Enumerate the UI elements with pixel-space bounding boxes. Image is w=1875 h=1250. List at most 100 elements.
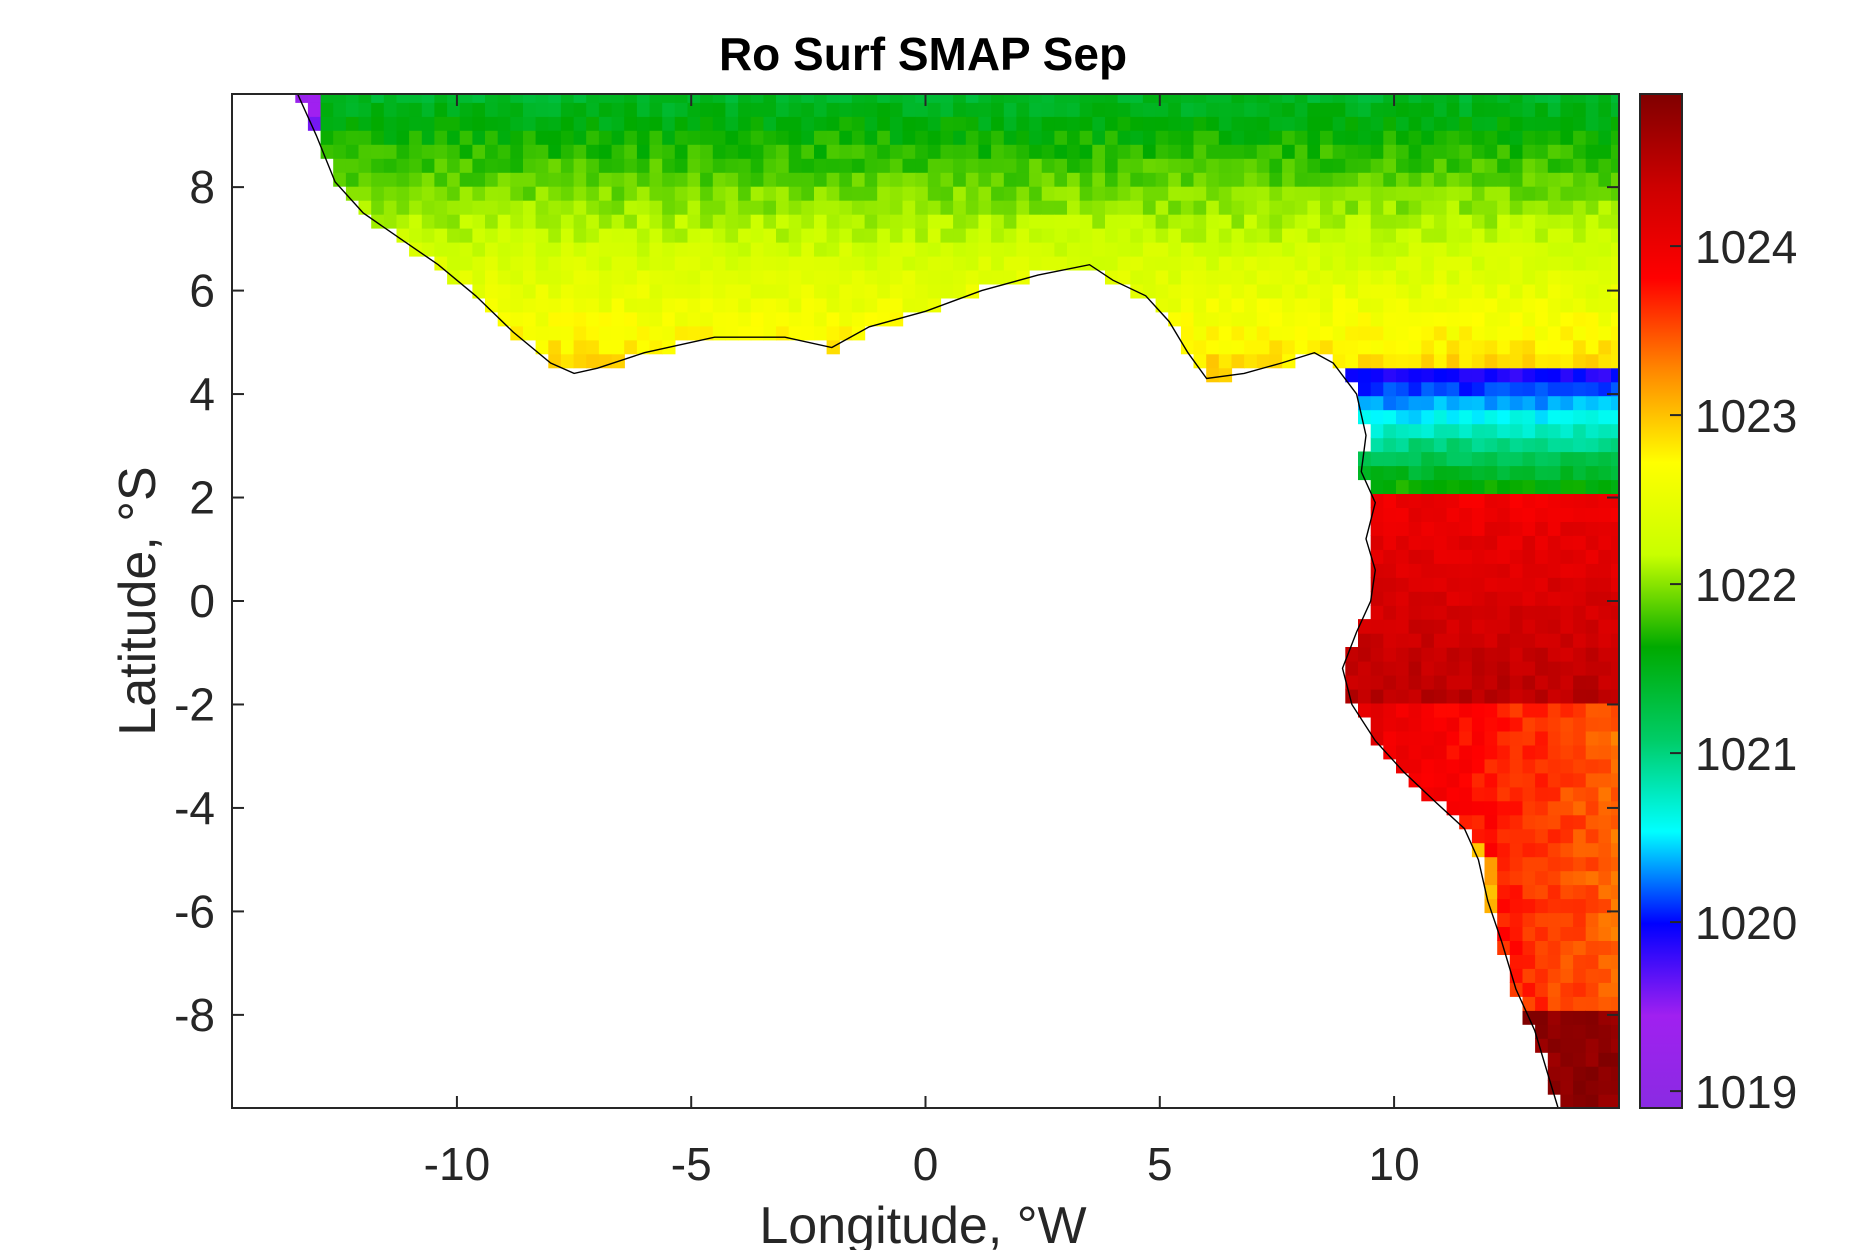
heatmap-cell xyxy=(738,255,752,271)
heatmap-cell xyxy=(738,269,752,285)
heatmap-cell xyxy=(877,311,891,327)
heatmap-cell xyxy=(839,297,853,313)
heatmap-cell xyxy=(1509,116,1524,131)
heatmap-cell xyxy=(586,130,600,145)
heatmap-cell xyxy=(1332,269,1346,285)
heatmap-cell xyxy=(1585,102,1599,117)
heatmap-cell xyxy=(1155,214,1169,229)
heatmap-cell xyxy=(1598,1066,1612,1081)
heatmap-cell xyxy=(1370,563,1384,578)
heatmap-cell xyxy=(1547,870,1562,886)
heatmap-cell xyxy=(447,255,461,271)
heatmap-cell xyxy=(1294,269,1308,285)
heatmap-cell xyxy=(1598,1052,1612,1067)
heatmap-cell xyxy=(611,228,625,243)
heatmap-cell xyxy=(1497,479,1511,494)
heatmap-cell xyxy=(409,228,423,243)
heatmap-cell xyxy=(1383,367,1397,383)
heatmap-cell xyxy=(712,102,727,117)
heatmap-cell xyxy=(1585,493,1599,508)
heatmap-cell xyxy=(1611,214,1619,229)
heatmap-cell xyxy=(1446,688,1460,704)
heatmap-cell xyxy=(1598,842,1612,858)
heatmap-cell xyxy=(978,94,992,103)
heatmap-cell xyxy=(1421,102,1435,117)
heatmap-cell xyxy=(1433,647,1448,662)
heatmap-cell xyxy=(788,130,802,145)
heatmap-cell xyxy=(1433,297,1448,313)
heatmap-cell xyxy=(320,130,334,145)
colorbar-frame xyxy=(1639,93,1683,1109)
heatmap-cell xyxy=(1459,214,1473,229)
heatmap-cell xyxy=(472,214,486,229)
heatmap-cell xyxy=(1484,507,1498,522)
heatmap-cell xyxy=(763,116,777,131)
heatmap-cell xyxy=(598,228,613,243)
heatmap-cell xyxy=(1560,814,1574,830)
heatmap-cell xyxy=(485,297,499,313)
heatmap-cell xyxy=(1105,172,1119,187)
heatmap-cell xyxy=(1269,172,1283,187)
heatmap-cell xyxy=(1535,884,1549,900)
heatmap-cell xyxy=(1560,800,1574,816)
heatmap-cell xyxy=(1155,297,1169,313)
heatmap-cell xyxy=(1307,325,1321,341)
heatmap-cell xyxy=(1041,200,1055,215)
heatmap-cell xyxy=(940,116,954,131)
heatmap-cell xyxy=(383,102,398,117)
heatmap-cell xyxy=(674,94,689,103)
heatmap-cell xyxy=(598,186,613,201)
heatmap-cell xyxy=(1535,1024,1549,1039)
heatmap-cell xyxy=(1421,605,1435,620)
heatmap-cell xyxy=(1345,675,1359,690)
heatmap-cell xyxy=(1573,1080,1587,1095)
heatmap-cell xyxy=(421,102,436,117)
heatmap-cell xyxy=(307,102,322,117)
heatmap-cell xyxy=(839,102,853,117)
heatmap-cell xyxy=(1433,130,1448,145)
heatmap-cell xyxy=(1459,311,1473,327)
heatmap-cell xyxy=(1459,507,1473,522)
heatmap-cell xyxy=(1446,493,1460,508)
heatmap-cell xyxy=(1547,688,1562,704)
heatmap-cell xyxy=(409,130,423,145)
heatmap-cell xyxy=(1598,688,1612,704)
heatmap-cell xyxy=(1193,172,1207,187)
heatmap-cell xyxy=(1547,898,1562,914)
heatmap-cell xyxy=(1421,521,1435,536)
heatmap-cell xyxy=(649,311,663,327)
heatmap-cell xyxy=(700,186,714,201)
heatmap-cell xyxy=(1471,772,1486,788)
heatmap-cell xyxy=(1206,94,1220,103)
heatmap-cell xyxy=(1168,144,1182,159)
heatmap-cell xyxy=(1484,800,1498,816)
heatmap-cell xyxy=(1459,228,1473,243)
heatmap-cell xyxy=(1560,675,1574,690)
heatmap-cell xyxy=(598,311,613,327)
heatmap-cell xyxy=(1471,339,1486,355)
heatmap-cell xyxy=(1180,172,1195,187)
heatmap-cell xyxy=(548,200,562,215)
heatmap-cell xyxy=(1218,353,1233,369)
heatmap-cell xyxy=(814,94,828,103)
heatmap-cell xyxy=(1370,605,1384,620)
heatmap-cell xyxy=(1370,283,1384,299)
heatmap-cell xyxy=(902,200,916,215)
heatmap-cell xyxy=(1446,451,1460,467)
heatmap-cell xyxy=(1547,982,1562,997)
heatmap-cell xyxy=(510,214,524,229)
heatmap-cell xyxy=(1016,94,1030,103)
heatmap-cell xyxy=(1206,158,1220,173)
heatmap-cell xyxy=(396,158,410,173)
heatmap-cell xyxy=(1535,549,1549,564)
heatmap-cell xyxy=(1421,702,1435,718)
heatmap-cell xyxy=(1509,255,1524,271)
heatmap-cell xyxy=(826,94,840,103)
heatmap-cell xyxy=(1598,1080,1612,1095)
heatmap-cell xyxy=(497,130,511,145)
heatmap-cell xyxy=(1218,200,1233,215)
heatmap-cell xyxy=(1358,325,1372,341)
heatmap-cell xyxy=(1585,912,1599,927)
heatmap-cell xyxy=(1421,255,1435,271)
heatmap-cell xyxy=(1573,437,1587,453)
